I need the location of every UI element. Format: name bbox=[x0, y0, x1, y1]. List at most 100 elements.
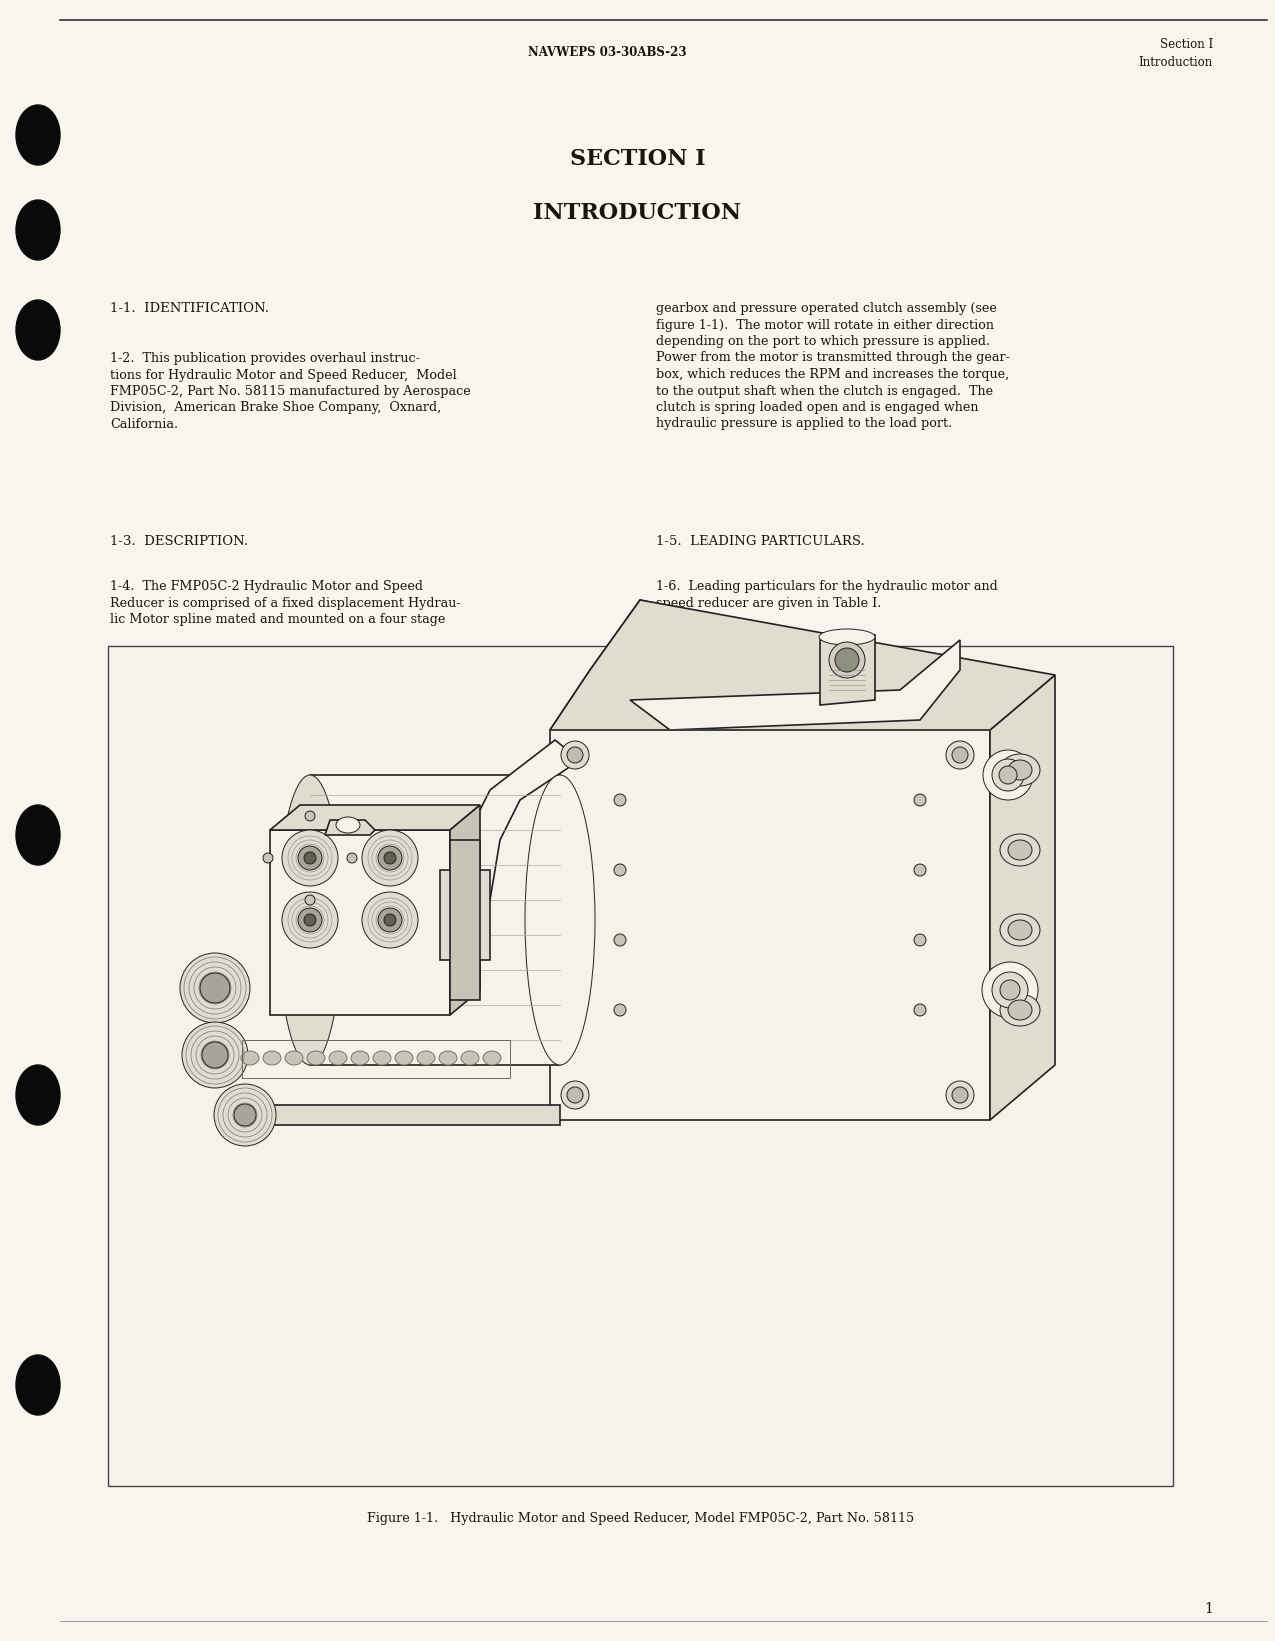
Ellipse shape bbox=[329, 1050, 347, 1065]
Ellipse shape bbox=[305, 811, 315, 820]
Ellipse shape bbox=[17, 806, 60, 865]
Ellipse shape bbox=[567, 1086, 583, 1103]
Ellipse shape bbox=[615, 934, 626, 945]
Text: clutch is spring loaded open and is engaged when: clutch is spring loaded open and is enga… bbox=[657, 400, 978, 414]
Polygon shape bbox=[630, 640, 960, 730]
Text: 1-5.  LEADING PARTICULARS.: 1-5. LEADING PARTICULARS. bbox=[657, 535, 864, 548]
Ellipse shape bbox=[384, 852, 397, 865]
Ellipse shape bbox=[561, 742, 589, 770]
Polygon shape bbox=[450, 806, 479, 1016]
Text: 1-2.  This publication provides overhaul instruc-: 1-2. This publication provides overhaul … bbox=[110, 353, 419, 364]
Polygon shape bbox=[325, 820, 375, 835]
Ellipse shape bbox=[17, 1065, 60, 1126]
Text: figure 1-1).  The motor will rotate in either direction: figure 1-1). The motor will rotate in ei… bbox=[657, 318, 994, 331]
Ellipse shape bbox=[305, 894, 315, 904]
Ellipse shape bbox=[615, 794, 626, 806]
Text: 1-3.  DESCRIPTION.: 1-3. DESCRIPTION. bbox=[110, 535, 249, 548]
Ellipse shape bbox=[351, 1050, 368, 1065]
Text: depending on the port to which pressure is applied.: depending on the port to which pressure … bbox=[657, 335, 991, 348]
Ellipse shape bbox=[201, 1042, 228, 1068]
Ellipse shape bbox=[374, 1050, 391, 1065]
Text: SECTION I: SECTION I bbox=[570, 148, 705, 171]
Ellipse shape bbox=[483, 1050, 501, 1065]
Ellipse shape bbox=[263, 853, 273, 863]
Ellipse shape bbox=[1009, 760, 1031, 779]
Polygon shape bbox=[550, 601, 1054, 730]
Text: tions for Hydraulic Motor and Speed Reducer,  Model: tions for Hydraulic Motor and Speed Redu… bbox=[110, 369, 456, 381]
Polygon shape bbox=[270, 830, 450, 1016]
Ellipse shape bbox=[282, 893, 338, 948]
Text: speed reducer are given in Table I.: speed reducer are given in Table I. bbox=[657, 596, 881, 609]
Text: gearbox and pressure operated clutch assembly (see: gearbox and pressure operated clutch ass… bbox=[657, 302, 997, 315]
Ellipse shape bbox=[1000, 766, 1017, 784]
Text: hydraulic pressure is applied to the load port.: hydraulic pressure is applied to the loa… bbox=[657, 417, 952, 430]
Ellipse shape bbox=[17, 300, 60, 359]
Ellipse shape bbox=[829, 642, 864, 678]
Ellipse shape bbox=[1000, 980, 1020, 999]
Text: California.: California. bbox=[110, 418, 178, 432]
Ellipse shape bbox=[992, 971, 1028, 1008]
Text: 1-4.  The FMP05C-2 Hydraulic Motor and Speed: 1-4. The FMP05C-2 Hydraulic Motor and Sp… bbox=[110, 579, 423, 592]
Ellipse shape bbox=[952, 1086, 968, 1103]
Text: Introduction: Introduction bbox=[1139, 56, 1213, 69]
Ellipse shape bbox=[615, 865, 626, 876]
Ellipse shape bbox=[180, 953, 250, 1022]
Polygon shape bbox=[550, 601, 989, 730]
Ellipse shape bbox=[278, 775, 342, 1065]
Ellipse shape bbox=[525, 775, 595, 1065]
Polygon shape bbox=[465, 740, 580, 899]
Ellipse shape bbox=[17, 105, 60, 166]
Polygon shape bbox=[989, 674, 1054, 1121]
Polygon shape bbox=[550, 730, 989, 1121]
Ellipse shape bbox=[1009, 840, 1031, 860]
Ellipse shape bbox=[914, 934, 926, 945]
Ellipse shape bbox=[914, 794, 926, 806]
Text: to the output shaft when the clutch is engaged.  The: to the output shaft when the clutch is e… bbox=[657, 384, 993, 397]
Ellipse shape bbox=[417, 1050, 435, 1065]
Ellipse shape bbox=[914, 1004, 926, 1016]
Ellipse shape bbox=[303, 914, 316, 926]
Ellipse shape bbox=[347, 853, 357, 863]
Ellipse shape bbox=[914, 865, 926, 876]
Text: box, which reduces the RPM and increases the torque,: box, which reduces the RPM and increases… bbox=[657, 368, 1010, 381]
Ellipse shape bbox=[1000, 753, 1040, 786]
Ellipse shape bbox=[298, 907, 323, 932]
Text: 1-1.  IDENTIFICATION.: 1-1. IDENTIFICATION. bbox=[110, 302, 269, 315]
Ellipse shape bbox=[298, 847, 323, 870]
Bar bbox=[108, 647, 1173, 1487]
Text: Power from the motor is transmitted through the gear-: Power from the motor is transmitted thro… bbox=[657, 351, 1010, 364]
Ellipse shape bbox=[992, 760, 1024, 791]
Ellipse shape bbox=[946, 1081, 974, 1109]
Ellipse shape bbox=[286, 1050, 303, 1065]
Polygon shape bbox=[310, 775, 560, 1065]
Ellipse shape bbox=[337, 817, 360, 834]
Text: 1-6.  Leading particulars for the hydraulic motor and: 1-6. Leading particulars for the hydraul… bbox=[657, 579, 998, 592]
Polygon shape bbox=[820, 635, 875, 706]
Ellipse shape bbox=[983, 750, 1033, 801]
Polygon shape bbox=[450, 840, 479, 999]
Ellipse shape bbox=[1009, 999, 1031, 1021]
Ellipse shape bbox=[17, 200, 60, 259]
Ellipse shape bbox=[982, 962, 1038, 1017]
Ellipse shape bbox=[952, 747, 968, 763]
Ellipse shape bbox=[384, 914, 397, 926]
Text: Reducer is comprised of a fixed displacement Hydrau-: Reducer is comprised of a fixed displace… bbox=[110, 596, 460, 609]
Ellipse shape bbox=[946, 742, 974, 770]
Ellipse shape bbox=[263, 1050, 280, 1065]
Ellipse shape bbox=[377, 907, 402, 932]
Ellipse shape bbox=[182, 1022, 249, 1088]
Polygon shape bbox=[270, 1104, 560, 1126]
Ellipse shape bbox=[567, 747, 583, 763]
Ellipse shape bbox=[17, 1355, 60, 1415]
Ellipse shape bbox=[307, 1050, 325, 1065]
Polygon shape bbox=[270, 806, 479, 830]
Ellipse shape bbox=[377, 847, 402, 870]
Ellipse shape bbox=[819, 629, 875, 645]
Polygon shape bbox=[440, 870, 490, 960]
Ellipse shape bbox=[241, 1050, 259, 1065]
Ellipse shape bbox=[200, 973, 230, 1003]
Ellipse shape bbox=[395, 1050, 413, 1065]
Ellipse shape bbox=[362, 893, 418, 948]
Text: NAVWEPS 03-30ABS-23: NAVWEPS 03-30ABS-23 bbox=[528, 46, 687, 59]
Text: INTRODUCTION: INTRODUCTION bbox=[533, 202, 742, 225]
